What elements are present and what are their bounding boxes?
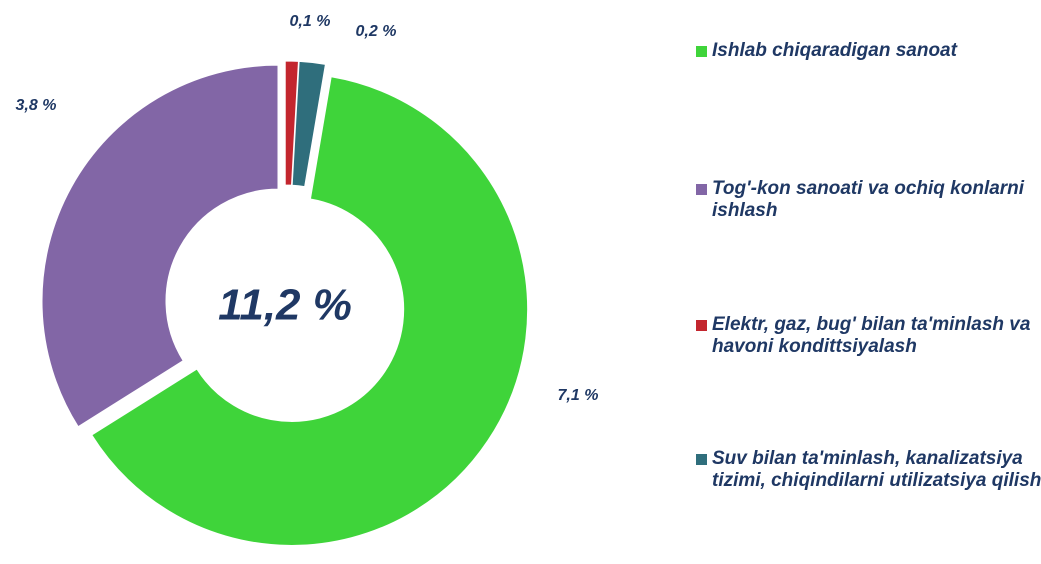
legend-item: Ishlab chiqaradigan sanoat — [696, 40, 1041, 62]
legend-swatch — [696, 46, 707, 57]
chart: 11,2 % 7,1 % 3,8 % 0,1 % 0,2 % — [16, 13, 599, 546]
value-label: 3,8 % — [16, 97, 57, 114]
legend-item: Suv bilan ta'minlash, kanalizatsiya tizi… — [696, 448, 1041, 492]
legend-label: Suv bilan ta'minlash, kanalizatsiya tizi… — [712, 448, 1041, 491]
legend-swatch — [696, 320, 707, 331]
legend-label: Tog'-kon sanoati va ochiq konlarni ishla… — [712, 178, 1025, 221]
legend-label: Elektr, gaz, bug' bilan ta'minlash va ha… — [712, 314, 1031, 357]
donut-slice — [91, 76, 529, 546]
donut-slice — [291, 60, 327, 188]
legend-label: Ishlab chiqaradigan sanoat — [712, 40, 957, 61]
value-label: 0,1 % — [290, 13, 331, 30]
legend-swatch — [696, 454, 707, 465]
legend-swatch — [696, 184, 707, 195]
donut-slice — [284, 60, 299, 186]
value-label: 0,2 % — [356, 23, 397, 40]
legend-item: Elektr, gaz, bug' bilan ta'minlash va ha… — [696, 314, 1041, 358]
value-label: 7,1 % — [558, 387, 599, 404]
legend-item: Tog'-kon sanoati va ochiq konlarni ishla… — [696, 178, 1041, 222]
center-label: 11,2 % — [218, 281, 352, 330]
donut-slice — [41, 64, 279, 428]
